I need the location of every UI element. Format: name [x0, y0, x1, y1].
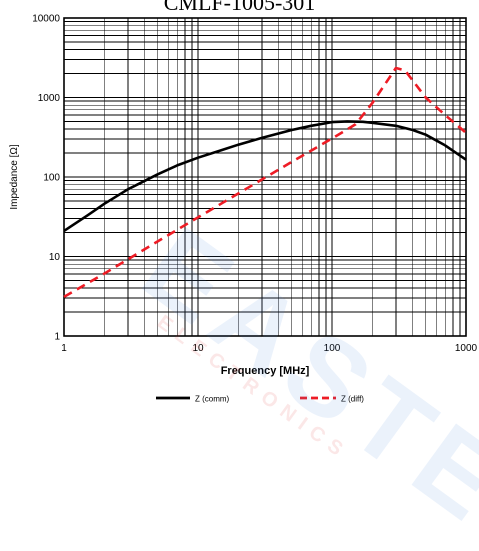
series [63, 66, 467, 299]
x-tick-label: 10 [192, 343, 204, 354]
y-axis-title: Impedance [Ω] [9, 144, 20, 210]
x-axis-title: Frequency [MHz] [221, 365, 310, 377]
legend-label-z-diff: Z (diff) [341, 395, 364, 404]
legend: Z (comm) Z (diff) [156, 395, 364, 404]
impedance-chart: 1 10 100 1000 1 10 100 1000 10000 Frequency [MHz]… [9, 14, 478, 404]
y-tick-label: 1000 [38, 93, 61, 104]
y-tick-label: 1 [54, 332, 60, 343]
series-line-z-comm [63, 120, 467, 232]
labels: 1 10 100 1000 1 10 100 1000 10000 Frequency [MHz]… [9, 14, 478, 378]
x-tick-label: 100 [324, 343, 341, 354]
series-line-z-diff [63, 66, 467, 299]
plot-frame [63, 17, 467, 337]
legend-label-z-comm: Z (comm) [195, 395, 230, 404]
axes [63, 17, 467, 337]
y-tick-label: 100 [43, 173, 60, 184]
chart-title: CMLF-1005-301 [163, 0, 316, 15]
chart-container: CMLF-1005-301 1 10 100 1000 1 10 100 1000 10000 F… [9, 0, 479, 549]
y-tick-label: 10 [49, 252, 61, 263]
x-tick-label: 1000 [455, 343, 478, 354]
grid [63, 18, 466, 337]
x-tick-label: 1 [61, 343, 67, 354]
y-tick-label: 10000 [32, 14, 60, 25]
